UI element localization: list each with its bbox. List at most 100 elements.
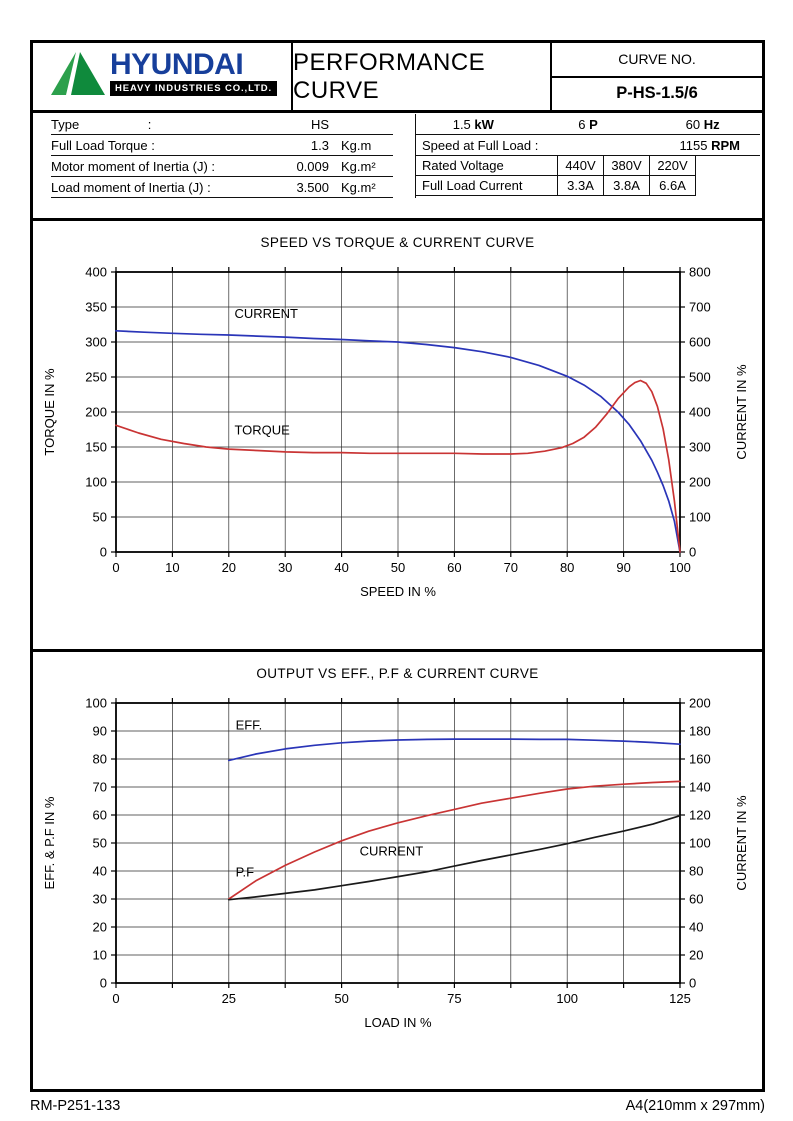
y-tick-label-right: 180 — [689, 724, 711, 739]
y-tick-label-left: 90 — [92, 724, 106, 739]
y-tick-label-right: 300 — [689, 440, 711, 455]
y-tick-label-left: 350 — [85, 300, 107, 315]
y-tick-label-right: 200 — [689, 475, 711, 490]
y-tick-label-left: 50 — [92, 836, 106, 851]
x-tick-label: 20 — [221, 560, 235, 575]
series-label: TORQUE — [234, 422, 290, 437]
spec-label: Load moment of Inertia (J) : — [51, 180, 211, 195]
spec-value: 0.009 — [296, 159, 329, 174]
current-220: 6.6A — [650, 176, 696, 196]
x-tick-label: 90 — [616, 560, 630, 575]
spec-row-type: Type : HS — [51, 114, 393, 135]
x-tick-label: 25 — [221, 991, 235, 1006]
y-tick-label-right: 200 — [689, 696, 711, 711]
voltage-current-table: Rated Voltage 440V 380V 220V Full Load C… — [416, 156, 760, 196]
y-tick-label-right: 140 — [689, 780, 711, 795]
brand-subtitle: HEAVY INDUSTRIES CO.,LTD. — [110, 80, 278, 96]
y-tick-label-left: 250 — [85, 370, 107, 385]
y-tick-label-right: 60 — [689, 892, 703, 907]
output-eff-chart-section: OUTPUT VS EFF., P.F & CURRENT CURVE 0 25 5… — [33, 652, 762, 1089]
y-tick-label-right: 20 — [689, 948, 703, 963]
series-path-current — [114, 329, 681, 553]
spec-table-left: Type : HS Full Load Torque : 1.3 Kg.m Mo… — [51, 114, 393, 218]
x-tick-label: 50 — [390, 560, 404, 575]
series-label: CURRENT — [359, 844, 423, 859]
voltage-220: 220V — [650, 156, 696, 176]
spec-label: Motor moment of Inertia (J) : — [51, 159, 215, 174]
y-tick-label-left: 50 — [92, 510, 106, 525]
speed-torque-current-chart: 0 10 20 30 40 50 60 70 80 90 100050100150200250300… — [42, 265, 749, 600]
y-tick-label-left: 300 — [85, 335, 107, 350]
plot-border — [114, 702, 681, 984]
y-tick-label-left: 0 — [99, 976, 106, 991]
current-380: 3.8A — [604, 176, 650, 196]
current-empty-cell — [696, 176, 760, 196]
y-tick-label-right: 120 — [689, 808, 711, 823]
x-tick-label: 80 — [559, 560, 573, 575]
rating-row: 1.5 kW 6 P 60 Hz — [416, 114, 760, 135]
curve-no-value: P-HS-1.5/6 — [616, 84, 698, 103]
x-axis-label: SPEED IN % — [360, 584, 436, 599]
y-tick-label-right: 0 — [689, 976, 696, 991]
hyundai-triangle-icon — [51, 52, 105, 95]
x-tick-label: 125 — [669, 991, 691, 1006]
rating-hz: 60 Hz — [685, 117, 720, 132]
x-tick-label: 50 — [334, 991, 348, 1006]
voltage-440: 440V — [558, 156, 604, 176]
y-axis-label-right: CURRENT IN % — [734, 364, 749, 460]
logo-text: HYUNDAI HEAVY INDUSTRIES CO.,LTD. — [110, 49, 278, 96]
spec-unit: Kg.m — [341, 138, 372, 153]
spec-label: Type : — [51, 117, 152, 132]
y-tick-label-right: 800 — [689, 265, 711, 280]
x-tick-label: 0 — [112, 560, 119, 575]
y-tick-label-right: 700 — [689, 300, 711, 315]
rating-poles: 6 P — [578, 117, 598, 132]
y-tick-label-left: 400 — [85, 265, 107, 280]
x-tick-label: 10 — [165, 560, 179, 575]
header: HYUNDAI HEAVY INDUSTRIES CO.,LTD. PERFOR… — [33, 43, 762, 113]
series-path-torque — [114, 379, 681, 553]
spec-row-load-inertia: Load moment of Inertia (J) : 3.500 Kg.m² — [51, 177, 393, 198]
spec-unit: Kg.m² — [341, 180, 376, 195]
voltage-380: 380V — [604, 156, 650, 176]
doc-number: RM-P251-133 — [30, 1098, 121, 1114]
spec-area: Type : HS Full Load Torque : 1.3 Kg.m Mo… — [33, 113, 762, 221]
page-footer: RM-P251-133 A4(210mm x 297mm) — [30, 1098, 765, 1114]
x-tick-label: 100 — [556, 991, 578, 1006]
rated-voltage-label: Rated Voltage — [416, 156, 558, 176]
full-load-current-label: Full Load Current — [416, 176, 558, 196]
x-tick-label: 60 — [447, 560, 461, 575]
chart2-title: OUTPUT VS EFF., P.F & CURRENT CURVE — [256, 666, 539, 681]
curve-no-block: CURVE NO. P-HS-1.5/6 — [552, 43, 762, 110]
y-tick-label-left: 40 — [92, 864, 106, 879]
y-tick-label-left: 200 — [85, 405, 107, 420]
rating-kw: 1.5 kW — [452, 117, 494, 132]
spec-value: 1.3 — [310, 138, 329, 153]
y-tick-label-left: 0 — [99, 545, 106, 560]
curve-no-label: CURVE NO. — [552, 43, 762, 78]
spec-value: 3.500 — [296, 180, 329, 195]
speed-value: 1155 RPM — [679, 138, 740, 153]
voltage-empty-cell — [696, 156, 760, 176]
logo-block: HYUNDAI HEAVY INDUSTRIES CO.,LTD. — [33, 43, 293, 110]
y-tick-label-right: 160 — [689, 752, 711, 767]
spec-row-motor-inertia: Motor moment of Inertia (J) : 0.009 Kg.m… — [51, 156, 393, 177]
x-tick-label: 40 — [334, 560, 348, 575]
series-label: CURRENT — [234, 306, 298, 321]
y-tick-label-right: 100 — [689, 836, 711, 851]
series-path-eff — [227, 738, 681, 762]
spec-label: Full Load Torque : — [51, 138, 155, 153]
y-tick-label-right: 400 — [689, 405, 711, 420]
y-axis-label-left: EFF. & P.F IN % — [42, 796, 57, 889]
x-tick-label: 0 — [112, 991, 119, 1006]
spec-row-torque: Full Load Torque : 1.3 Kg.m — [51, 135, 393, 156]
current-440: 3.3A — [558, 176, 604, 196]
y-tick-label-left: 70 — [92, 780, 106, 795]
x-axis-label: LOAD IN % — [364, 1015, 432, 1030]
chart1-title: SPEED VS TORQUE & CURRENT CURVE — [260, 235, 535, 250]
x-tick-label: 30 — [277, 560, 291, 575]
y-tick-label-left: 150 — [85, 440, 107, 455]
y-tick-label-left: 10 — [92, 948, 106, 963]
y-tick-label-left: 100 — [85, 475, 107, 490]
y-tick-label-right: 600 — [689, 335, 711, 350]
